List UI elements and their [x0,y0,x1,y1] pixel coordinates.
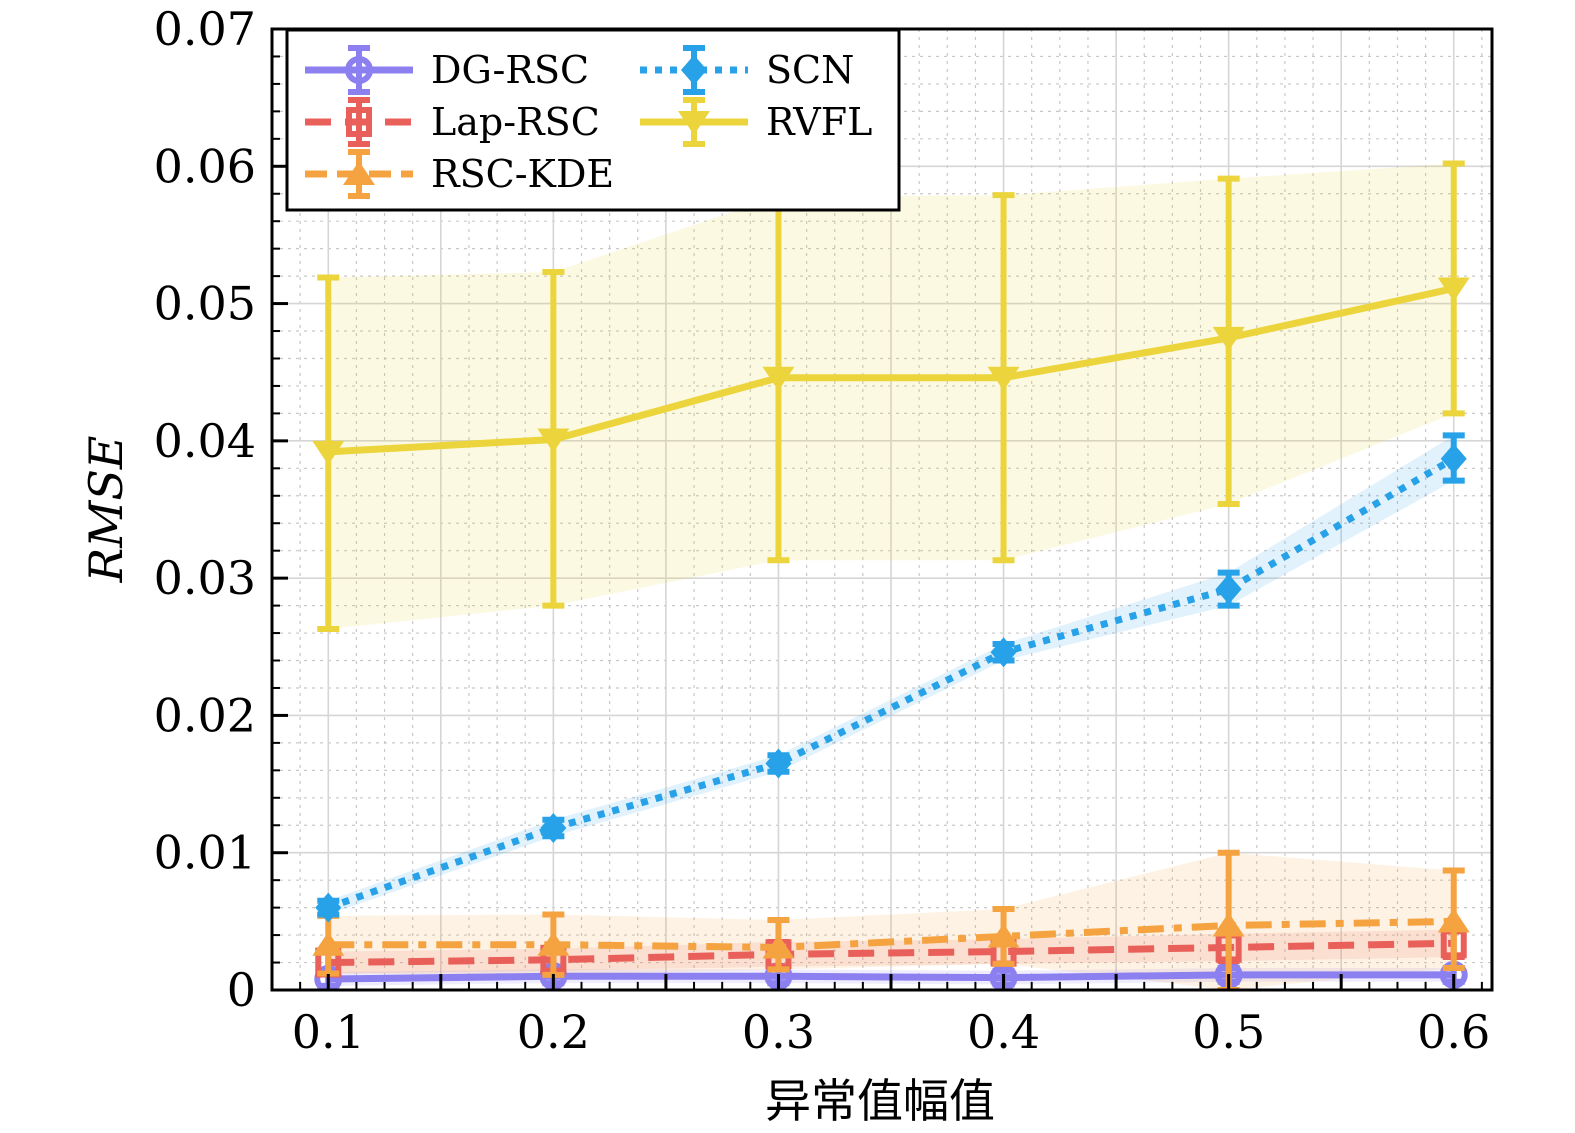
series-scn [315,432,1467,923]
data-point [990,637,1017,668]
legend-item-dg-rsc: DG-RSC [305,45,589,95]
y-tick-label: 0.04 [154,414,256,468]
data-point [1440,443,1467,474]
legend-label: RVFL [766,100,872,144]
tick-labels: 0.1 0.2 0.3 0.4 0.5 0.6 0 0.01 0.02 0.03 0.04 0.05 0… [154,2,1491,1059]
legend-marker [343,161,375,185]
legend-label: RSC-KDE [431,152,614,196]
data-point [987,366,1020,391]
y-tick-label: 0.01 [154,826,256,880]
y-tick-label: 0.06 [154,139,256,193]
data-point [315,892,342,923]
data-point [1212,912,1245,937]
data-point [312,931,345,956]
series-line [328,917,1454,951]
legend-marker [681,55,707,85]
x-tick-label: 0.5 [1192,1005,1265,1059]
data-point [1215,574,1242,605]
series-rvfl [312,160,1470,632]
y-tick-label: 0.05 [154,277,256,331]
data-point [540,813,567,844]
legend-marker [346,107,372,137]
data-point [765,748,792,779]
x-tick-label: 0.1 [292,1005,365,1059]
data-point [762,934,795,959]
y-tick-label: 0.07 [154,2,256,56]
legend-item-scn: SCN [640,45,854,95]
series-line [327,455,1456,911]
x-tick-label: 0.4 [967,1005,1040,1059]
data-point [312,440,345,465]
y-tick-label: 0.02 [154,688,256,742]
series-line [328,939,1454,967]
data-point [537,931,570,956]
x-axis-title: 异常值幅值 [765,1074,995,1128]
x-tick-label: 0.3 [742,1005,815,1059]
legend-label: SCN [766,48,854,92]
legend-label: DG-RSC [431,48,589,92]
data-point [987,923,1020,948]
y-tick-label: 0 [227,963,256,1017]
data-point [1437,908,1470,933]
band-scn [328,435,1454,915]
data-point [537,428,570,453]
legend-item-rsc-kde: RSC-KDE [305,149,614,199]
series-line [328,285,1455,456]
data-point [762,366,795,391]
legend-item-lap-rsc: Lap-RSC [305,97,600,147]
legend-marker [345,56,373,84]
legend: DG-RSC Lap-RSC RSC-KDE SCN RVFL [285,28,901,212]
y-tick-label: 0.03 [154,551,256,605]
y-axis-title: RMSE [79,436,133,584]
x-tick-label: 0.6 [1417,1005,1490,1059]
x-tick-label: 0.2 [517,1005,590,1059]
legend-label: Lap-RSC [431,100,600,144]
data-point [1437,277,1470,302]
legend-item-rvfl: RVFL [640,97,872,147]
band-rvfl [328,163,1454,629]
data-point [1212,326,1245,351]
legend-marker [678,111,710,135]
